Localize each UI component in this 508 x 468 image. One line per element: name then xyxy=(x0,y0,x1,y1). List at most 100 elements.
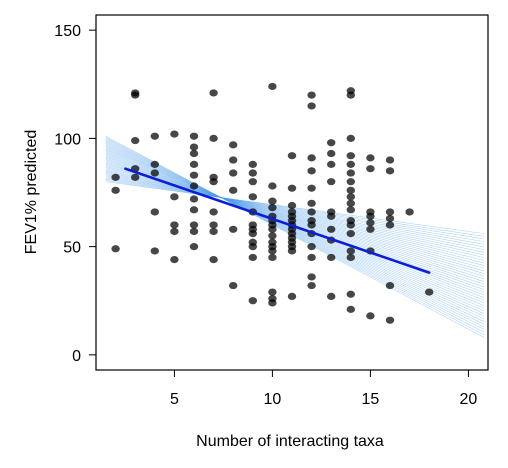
data-point xyxy=(189,160,199,168)
fit-line-group xyxy=(124,167,431,274)
data-point xyxy=(346,169,355,177)
data-point xyxy=(346,230,355,238)
data-point xyxy=(229,225,238,233)
data-point xyxy=(346,178,355,186)
data-point xyxy=(189,149,199,158)
x-tick-label: 10 xyxy=(264,391,282,408)
data-point xyxy=(248,178,257,186)
data-point xyxy=(287,201,297,210)
data-point xyxy=(385,208,395,216)
data-point xyxy=(327,149,336,158)
data-point xyxy=(346,253,355,262)
data-point xyxy=(189,195,199,203)
data-point xyxy=(248,253,257,262)
data-point xyxy=(346,247,355,255)
data-point xyxy=(385,316,395,324)
data-point xyxy=(150,160,159,168)
data-point xyxy=(111,173,120,181)
data-point xyxy=(385,221,395,229)
data-point xyxy=(327,208,336,216)
data-point xyxy=(248,221,257,229)
data-point xyxy=(189,221,199,229)
data-point xyxy=(327,160,336,168)
data-point xyxy=(189,171,199,179)
data-point xyxy=(209,256,218,264)
axes: 5 10 15 20 0 50 100 150 xyxy=(54,23,477,408)
data-point xyxy=(366,225,375,233)
data-point xyxy=(268,238,277,246)
data-point xyxy=(209,221,218,229)
data-point xyxy=(268,288,277,296)
data-point xyxy=(189,182,199,190)
data-point xyxy=(189,206,199,214)
data-point xyxy=(209,173,218,181)
data-point xyxy=(131,89,140,97)
data-point xyxy=(248,193,257,201)
data-point xyxy=(189,243,199,251)
data-point xyxy=(189,132,199,140)
data-point xyxy=(248,297,257,305)
data-point xyxy=(346,199,355,207)
data-point xyxy=(170,130,179,138)
bootstrap-line xyxy=(105,180,485,237)
data-point xyxy=(346,290,355,298)
data-point xyxy=(209,208,218,216)
y-tick-label: 100 xyxy=(54,131,81,148)
data-point xyxy=(287,152,297,160)
data-point xyxy=(287,184,297,192)
data-point xyxy=(307,208,316,216)
data-point xyxy=(268,182,277,190)
data-point xyxy=(150,208,159,216)
data-point xyxy=(268,204,277,212)
data-point xyxy=(229,281,238,290)
data-point xyxy=(366,312,375,320)
data-point xyxy=(170,227,179,236)
data-point xyxy=(405,208,414,216)
y-tick-label: 150 xyxy=(54,23,81,40)
data-point xyxy=(248,238,257,246)
data-point xyxy=(307,154,316,162)
data-point xyxy=(307,199,316,207)
data-point xyxy=(346,87,355,95)
data-point xyxy=(111,186,120,194)
data-point xyxy=(150,247,159,255)
data-point xyxy=(287,208,297,216)
data-point xyxy=(307,184,316,192)
data-point xyxy=(385,167,395,175)
x-tick-label: 5 xyxy=(170,391,179,408)
data-point xyxy=(366,219,375,227)
data-point xyxy=(346,193,355,201)
data-point xyxy=(150,169,159,177)
data-point xyxy=(346,186,355,194)
fit-line xyxy=(124,167,431,274)
data-point xyxy=(307,167,316,175)
data-points xyxy=(111,82,434,324)
data-point xyxy=(209,227,218,236)
data-point xyxy=(229,186,238,194)
data-point xyxy=(287,292,297,301)
data-point xyxy=(307,217,316,225)
data-point xyxy=(307,281,316,290)
data-point xyxy=(268,253,277,262)
bootstrap-line xyxy=(105,179,485,240)
data-point xyxy=(209,134,218,142)
data-point xyxy=(268,294,277,303)
data-point xyxy=(385,156,395,164)
data-point xyxy=(425,288,434,296)
data-point xyxy=(307,273,316,281)
data-point xyxy=(327,178,336,186)
x-tick-label: 15 xyxy=(362,391,380,408)
data-point xyxy=(248,160,257,168)
y-tick-label: 0 xyxy=(72,348,81,365)
data-point xyxy=(307,102,316,110)
data-point xyxy=(248,169,257,177)
data-point xyxy=(327,292,336,301)
data-point xyxy=(229,169,238,177)
data-point xyxy=(229,156,238,164)
data-point xyxy=(150,132,159,140)
data-point xyxy=(366,208,375,216)
plot-frame xyxy=(95,14,489,371)
data-point xyxy=(346,305,355,313)
data-point xyxy=(385,214,395,223)
